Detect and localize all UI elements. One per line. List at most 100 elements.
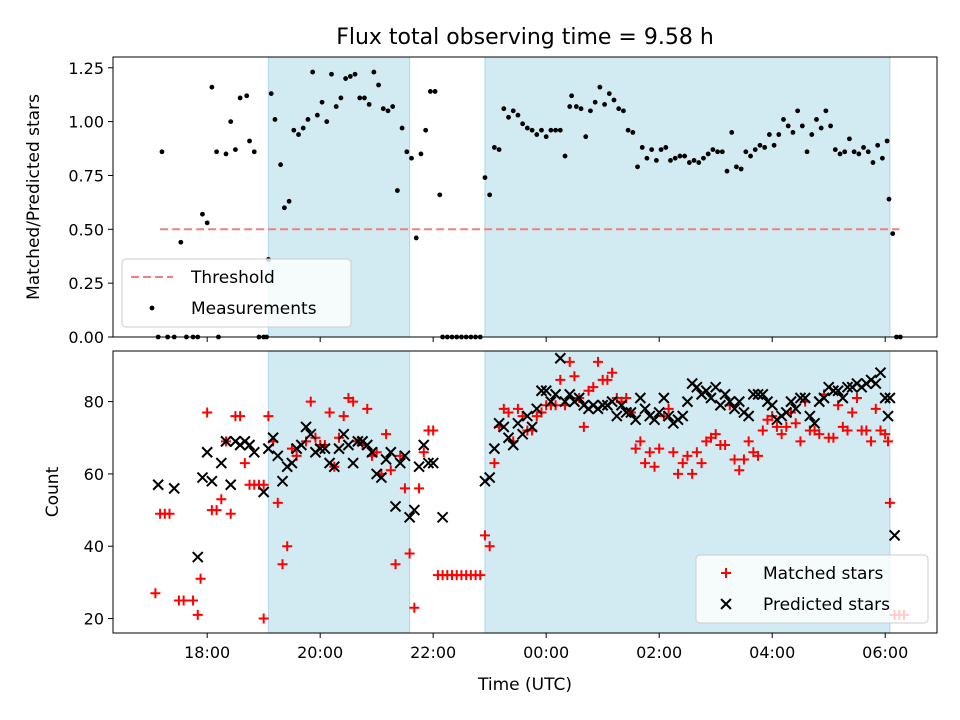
predicted-stars-point bbox=[691, 381, 703, 393]
matched-stars-point bbox=[399, 483, 410, 494]
measurement-point bbox=[376, 82, 381, 88]
predicted-stars-point bbox=[677, 410, 689, 422]
measurement-point bbox=[644, 155, 650, 161]
axes-frame bbox=[112, 350, 938, 634]
predicted-stars-point bbox=[286, 457, 298, 469]
measurement-point bbox=[682, 153, 688, 159]
y-tick-label: 0.75 bbox=[68, 166, 104, 185]
measurement-point bbox=[870, 160, 876, 165]
measurement-point bbox=[247, 138, 252, 144]
measurement-point bbox=[178, 239, 184, 245]
measurement-point bbox=[557, 127, 563, 133]
predicted-stars-point bbox=[658, 392, 670, 404]
measurement-point bbox=[828, 123, 833, 129]
predicted-stars-point bbox=[874, 366, 887, 379]
measurement-point bbox=[757, 142, 763, 148]
measurement-point bbox=[611, 97, 617, 103]
measurement-point bbox=[333, 104, 339, 109]
predicted-stars-point bbox=[225, 479, 237, 491]
x-tick-label: 06:00 bbox=[862, 643, 908, 662]
measurement-point bbox=[200, 211, 205, 217]
predicted-stars-point bbox=[319, 442, 331, 455]
predicted-stars-point bbox=[714, 399, 727, 411]
measurement-point bbox=[592, 99, 598, 105]
measurement-point bbox=[251, 149, 257, 155]
measurement-point bbox=[237, 95, 243, 101]
measurement-point bbox=[785, 123, 791, 129]
measurement-point bbox=[734, 164, 739, 170]
measurement-point bbox=[837, 151, 843, 157]
measurement-point bbox=[214, 149, 219, 155]
measurement-point bbox=[324, 119, 330, 125]
predicted-stars-point bbox=[611, 410, 623, 422]
predicted-stars-point bbox=[498, 421, 510, 433]
matched-stars-point bbox=[734, 465, 745, 476]
measurement-point bbox=[856, 151, 862, 157]
matched-stars-point bbox=[795, 436, 806, 447]
matched-stars-point bbox=[842, 425, 853, 436]
y-tick-label: 0.25 bbox=[68, 274, 104, 293]
measurement-point bbox=[715, 149, 720, 155]
matched-stars-point bbox=[602, 374, 613, 385]
y-axis-label: Matched/Predicted stars bbox=[24, 94, 44, 300]
y-tick-label: 60 bbox=[84, 465, 104, 484]
measurement-point bbox=[804, 149, 810, 155]
measurement-point bbox=[209, 84, 215, 90]
matched-stars-point bbox=[720, 440, 731, 450]
measurement-point bbox=[890, 231, 896, 237]
matched-stars-point bbox=[150, 588, 161, 599]
axes-frame bbox=[112, 56, 938, 338]
predicted-stars-point bbox=[201, 446, 213, 458]
measurement-point bbox=[567, 104, 573, 109]
predicted-stars-point bbox=[705, 392, 717, 404]
matched-stars-point bbox=[870, 403, 881, 414]
matched-stars-point bbox=[164, 508, 175, 519]
matched-stars-point bbox=[192, 609, 203, 620]
predicted-stars-point bbox=[361, 439, 373, 451]
matched-stars-point bbox=[738, 454, 749, 465]
predicted-stars-point bbox=[799, 392, 811, 404]
measurement-point bbox=[658, 147, 664, 153]
measurement-point bbox=[653, 157, 659, 163]
predicted-stars-point bbox=[554, 352, 567, 364]
measurement-point bbox=[879, 155, 885, 161]
legend-label: Threshold bbox=[190, 268, 275, 288]
predicted-stars-point bbox=[620, 406, 632, 419]
predicted-stars-point bbox=[794, 392, 807, 404]
measurement-point bbox=[809, 132, 815, 137]
legend-predicted-swatch bbox=[720, 598, 732, 610]
matched-stars-point bbox=[644, 447, 655, 458]
measurement-point bbox=[719, 149, 725, 155]
measurement-point bbox=[506, 114, 511, 120]
y-tick-label: 0.50 bbox=[68, 220, 104, 239]
bottom-panel: 20 40 60 80 18:00 20:00 22:00 00:00 02:00 04:00 06… bbox=[43, 350, 938, 695]
measurement-point bbox=[823, 108, 829, 114]
measurement-point bbox=[842, 149, 848, 155]
predicted-stars-point bbox=[418, 439, 430, 451]
predicted-stars-point bbox=[389, 500, 402, 513]
x-tick-label: 02:00 bbox=[636, 643, 682, 662]
measurement-point bbox=[621, 108, 626, 114]
predicted-stars-point bbox=[427, 457, 439, 469]
measurement-point bbox=[496, 147, 502, 153]
legend-box bbox=[695, 554, 929, 624]
shaded-interval bbox=[268, 351, 410, 633]
matched-stars-point bbox=[884, 497, 895, 508]
measurement-point bbox=[562, 153, 568, 159]
predicted-stars-point bbox=[827, 385, 840, 397]
measurement-point bbox=[766, 132, 772, 137]
predicted-stars-point bbox=[516, 428, 529, 440]
matched-stars-point bbox=[781, 421, 792, 432]
predicted-stars-point bbox=[700, 385, 712, 397]
predicted-stars-point bbox=[733, 395, 745, 408]
chart-title: Flux total observing time = 9.58 h bbox=[336, 25, 714, 50]
measurement-point bbox=[418, 151, 424, 157]
matched-stars-point bbox=[578, 421, 589, 432]
predicted-stars-point bbox=[882, 410, 894, 422]
predicted-stars-point bbox=[333, 442, 345, 455]
predicted-stars-point bbox=[615, 399, 628, 411]
measurement-point bbox=[399, 125, 405, 131]
measurement-point bbox=[501, 106, 507, 112]
measurement-point bbox=[394, 188, 400, 193]
matched-stars-point bbox=[404, 548, 415, 559]
